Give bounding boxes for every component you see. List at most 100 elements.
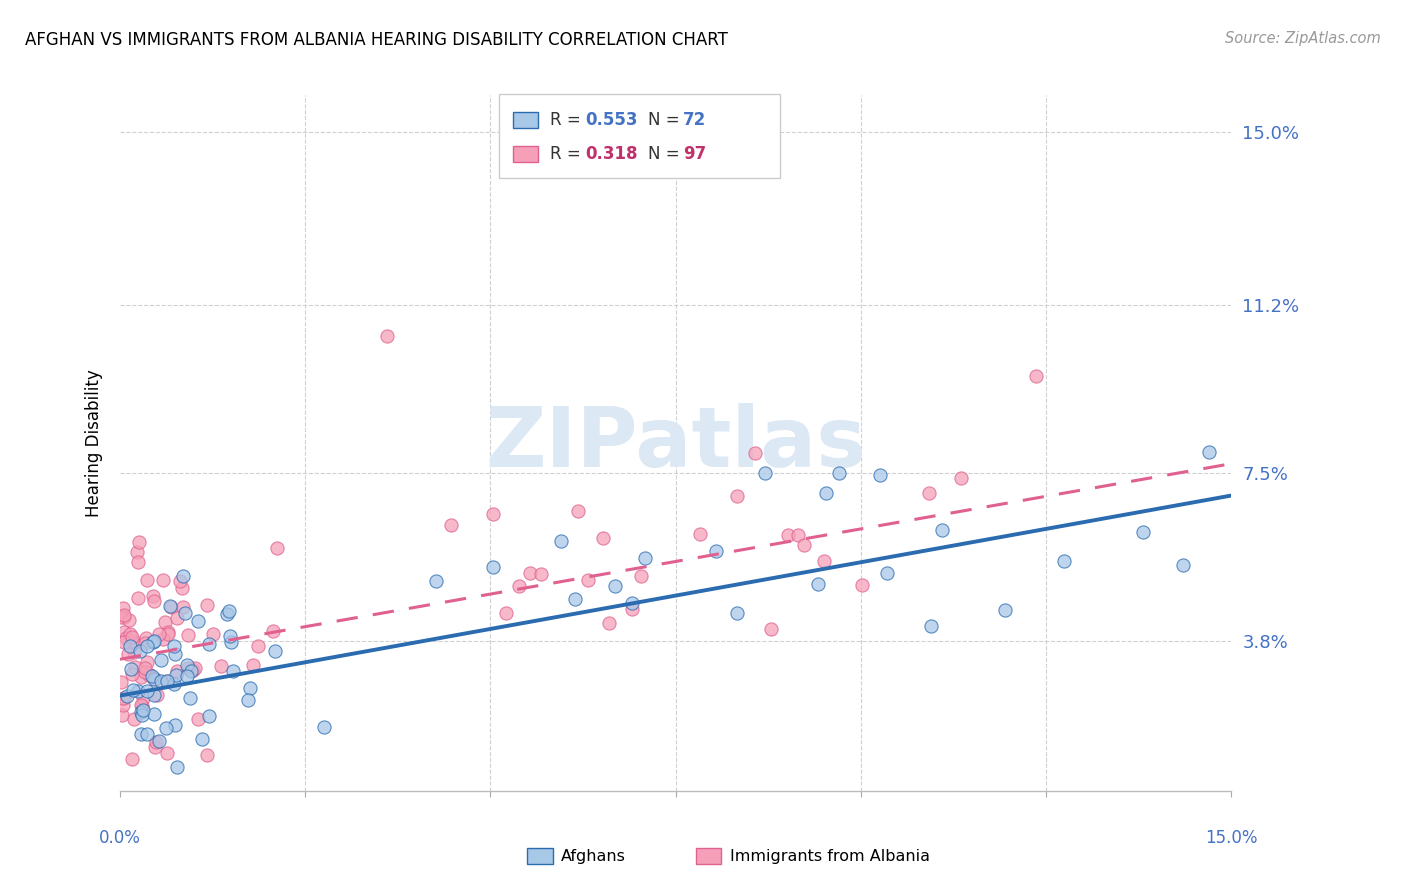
Point bbox=[172, 599, 194, 614]
Text: 0.318: 0.318 bbox=[585, 145, 637, 163]
Point bbox=[218, 629, 240, 643]
Point bbox=[176, 628, 198, 642]
Text: Immigrants from Albania: Immigrants from Albania bbox=[730, 849, 929, 863]
Point bbox=[776, 528, 799, 542]
Point bbox=[136, 639, 159, 653]
Point bbox=[129, 706, 152, 720]
Point bbox=[179, 691, 201, 706]
Point bbox=[153, 615, 176, 630]
Point bbox=[124, 660, 146, 674]
Point bbox=[786, 527, 808, 541]
Point bbox=[149, 673, 172, 688]
Point bbox=[110, 610, 132, 624]
Point bbox=[1053, 554, 1076, 568]
Point bbox=[155, 721, 177, 735]
Point bbox=[111, 708, 134, 723]
Point bbox=[134, 636, 156, 650]
Point bbox=[725, 606, 748, 620]
Point bbox=[117, 648, 139, 662]
Point bbox=[634, 551, 657, 566]
Point bbox=[121, 682, 143, 697]
Point bbox=[1025, 368, 1047, 383]
Point bbox=[195, 747, 218, 762]
Point bbox=[121, 752, 143, 766]
Point bbox=[128, 535, 150, 549]
Point bbox=[143, 672, 166, 686]
Point bbox=[122, 712, 145, 726]
Point bbox=[219, 635, 242, 649]
Point bbox=[495, 606, 517, 620]
Text: Source: ZipAtlas.com: Source: ZipAtlas.com bbox=[1225, 31, 1381, 46]
Point bbox=[136, 655, 159, 669]
Point bbox=[266, 541, 288, 555]
Point bbox=[136, 727, 159, 741]
Point bbox=[128, 644, 150, 658]
Point bbox=[813, 554, 835, 568]
Point bbox=[312, 720, 335, 734]
Point bbox=[118, 613, 141, 627]
Point bbox=[148, 626, 170, 640]
Point bbox=[176, 657, 198, 672]
Point bbox=[827, 466, 849, 480]
Point bbox=[222, 664, 245, 678]
Point bbox=[159, 599, 181, 614]
Point bbox=[180, 664, 202, 678]
Point bbox=[134, 661, 156, 675]
Point bbox=[166, 760, 188, 774]
Point bbox=[567, 504, 589, 518]
Point bbox=[127, 591, 149, 605]
Point bbox=[564, 592, 586, 607]
Point bbox=[131, 727, 153, 741]
Point bbox=[118, 626, 141, 640]
Point bbox=[1171, 558, 1194, 572]
Point bbox=[605, 579, 627, 593]
Point bbox=[744, 446, 766, 460]
Point bbox=[198, 637, 221, 651]
Point bbox=[160, 599, 183, 614]
Point bbox=[519, 566, 541, 580]
Point bbox=[183, 663, 205, 677]
Text: 72: 72 bbox=[683, 112, 707, 129]
Point bbox=[152, 632, 174, 646]
Text: AFGHAN VS IMMIGRANTS FROM ALBANIA HEARING DISABILITY CORRELATION CHART: AFGHAN VS IMMIGRANTS FROM ALBANIA HEARIN… bbox=[25, 31, 728, 49]
Point bbox=[761, 622, 783, 636]
Point bbox=[187, 614, 209, 628]
Point bbox=[481, 559, 503, 574]
Point bbox=[138, 667, 160, 681]
Text: R =: R = bbox=[550, 112, 586, 129]
Point bbox=[218, 604, 240, 618]
Point bbox=[482, 507, 505, 521]
Point bbox=[143, 706, 166, 721]
Point bbox=[247, 639, 270, 653]
Point bbox=[550, 534, 572, 549]
Point bbox=[191, 731, 214, 746]
Point bbox=[807, 577, 830, 591]
Point bbox=[125, 545, 148, 559]
Point bbox=[141, 669, 163, 683]
Point bbox=[704, 543, 727, 558]
Point bbox=[630, 568, 652, 582]
Point bbox=[112, 601, 135, 615]
Point bbox=[132, 703, 155, 717]
Point bbox=[689, 526, 711, 541]
Point bbox=[115, 632, 138, 646]
Point bbox=[157, 625, 180, 640]
Text: 0.0%: 0.0% bbox=[98, 829, 141, 847]
Point bbox=[163, 639, 186, 653]
Point bbox=[814, 486, 837, 500]
Point bbox=[176, 661, 198, 675]
Point bbox=[242, 657, 264, 672]
Point bbox=[157, 627, 180, 641]
Point bbox=[120, 639, 142, 653]
Point bbox=[950, 471, 973, 485]
Text: ZIPatlas: ZIPatlas bbox=[485, 402, 866, 483]
Point bbox=[163, 676, 186, 690]
Point bbox=[143, 739, 166, 754]
Point bbox=[135, 573, 157, 587]
Point bbox=[142, 634, 165, 648]
Point bbox=[165, 668, 187, 682]
Point bbox=[209, 659, 232, 673]
Point bbox=[112, 635, 135, 649]
Point bbox=[163, 647, 186, 661]
Point bbox=[135, 683, 157, 698]
